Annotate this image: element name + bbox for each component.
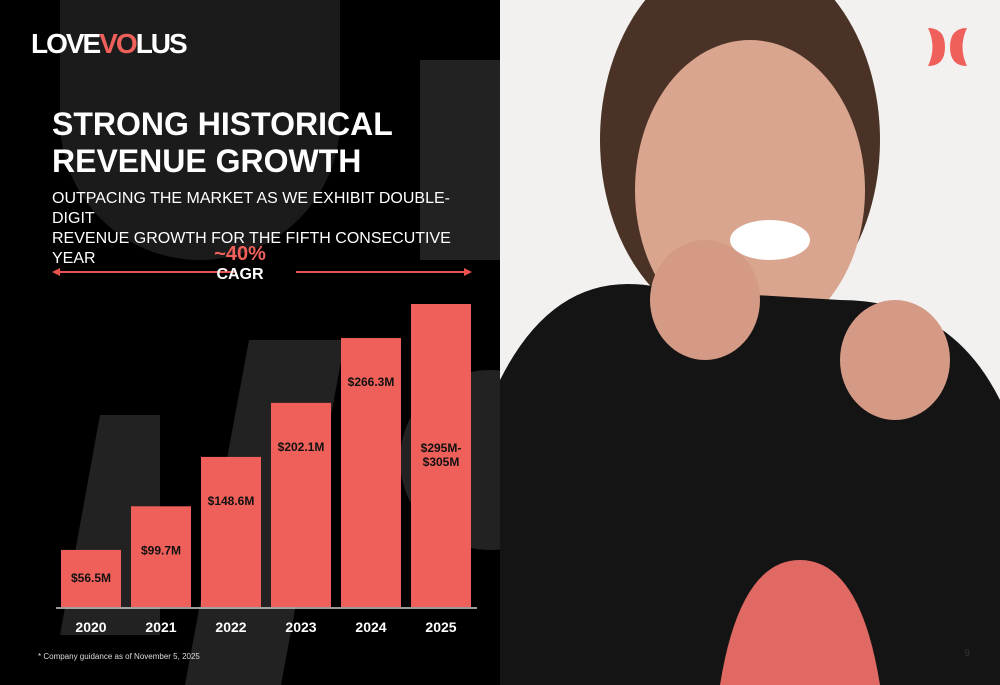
data-label-2022: $148.6M: [208, 494, 255, 508]
background-letter-shape: [420, 60, 500, 260]
brand-logo: LOVEVOLUS: [31, 28, 188, 59]
photo-woman-boxing-pose: [500, 0, 1000, 685]
data-label-2020: $56.5M: [71, 571, 111, 585]
x-tick-label: 2025: [425, 619, 456, 635]
page-title: STRONG HISTORICAL REVENUE GROWTH: [52, 106, 393, 180]
data-label-2024: $266.3M: [348, 375, 395, 389]
cagr-value: ~40%: [214, 243, 266, 265]
cagr-arrow-right: [296, 271, 468, 273]
page-number: 9: [964, 648, 970, 659]
background-letter-shape: [60, 0, 340, 260]
x-tick-label: 2020: [75, 619, 106, 635]
arrowhead-right-icon: [464, 268, 472, 276]
x-tick-label: 2021: [145, 619, 176, 635]
x-tick-label: 2024: [355, 619, 386, 635]
bar-2023: [271, 402, 331, 607]
bar-2022: [201, 456, 261, 607]
revenue-bar-chart: $56.5M 2020 $99.7M 2021 $148.6M 2022 $202.1M 20…: [56, 304, 477, 635]
footnote: * Company guidance as of November 5, 202…: [38, 652, 200, 661]
title-line-1: STRONG HISTORICAL: [52, 106, 393, 142]
data-label-2025: $295M-: [421, 441, 462, 455]
cagr-label: CAGR: [216, 266, 264, 283]
cagr-arrow-left: [56, 271, 236, 273]
bar-2020: [61, 549, 121, 607]
subtitle: OUTPACING THE MARKET AS WE EXHIBIT DOUBL…: [52, 189, 492, 269]
brand-mark-icon: [928, 28, 967, 66]
data-label-2023: $202.1M: [278, 440, 325, 454]
bar-2025: [411, 304, 471, 607]
subtitle-line-1: OUTPACING THE MARKET AS WE EXHIBIT DOUBL…: [52, 190, 450, 227]
subtitle-line-2: REVENUE GROWTH FOR THE FIFTH CONSECUTIVE…: [52, 230, 451, 267]
bar-2024: [341, 338, 401, 607]
data-label-2021: $99.7M: [141, 543, 181, 557]
photo-panel: 9: [500, 0, 1000, 685]
slide-left-panel: LOVEVOLUS STRONG HISTORICAL REVENUE GROWT…: [0, 0, 500, 685]
cagr-callout: ~40% CAGR: [0, 243, 500, 284]
title-line-2: REVENUE GROWTH: [52, 143, 362, 179]
x-tick-label: 2022: [215, 619, 246, 635]
arrowheads: [52, 268, 472, 276]
x-tick-label: 2023: [285, 619, 316, 635]
bar-2021: [131, 506, 191, 607]
arrowhead-left-icon: [52, 268, 60, 276]
data-label-2025: $305M: [423, 455, 460, 469]
